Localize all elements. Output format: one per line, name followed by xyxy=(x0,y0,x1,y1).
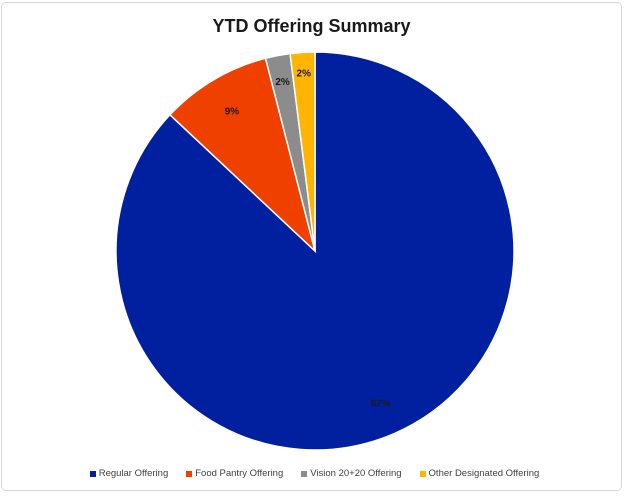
legend-item-other-designated-offering: Other Designated Offering xyxy=(419,468,540,479)
slice-label-regular-offering: 87% xyxy=(371,399,391,410)
chart-legend: Regular Offering Food Pantry Offering Visi… xyxy=(0,468,629,479)
pie-slice-food-pantry-offering xyxy=(168,57,317,254)
pie-slice-regular-offering xyxy=(115,51,515,451)
chart-title: YTD Offering Summary xyxy=(212,16,411,36)
slice-label-vision-20-20-offering: 2% xyxy=(275,77,290,88)
legend-swatch xyxy=(186,470,193,477)
legend-swatch xyxy=(419,470,426,477)
slice-label-other-designated-offering: 2% xyxy=(297,68,312,79)
legend-swatch xyxy=(301,470,308,477)
legend-item-regular-offering: Regular Offering xyxy=(89,468,169,479)
legend-label: Regular Offering xyxy=(98,468,169,479)
slice-label-food-pantry-offering: 9% xyxy=(225,107,240,118)
legend-item-vision-20-20-offering: Vision 20+20 Offering xyxy=(301,468,402,479)
legend-label: Food Pantry Offering xyxy=(195,468,284,479)
legend-label: Other Designated Offering xyxy=(428,468,540,479)
legend-item-food-pantry-offering: Food Pantry Offering xyxy=(186,468,283,479)
legend-label: Vision 20+20 Offering xyxy=(310,468,402,479)
pie-slice-other-designated-offering xyxy=(289,51,316,252)
legend-swatch xyxy=(89,470,96,477)
